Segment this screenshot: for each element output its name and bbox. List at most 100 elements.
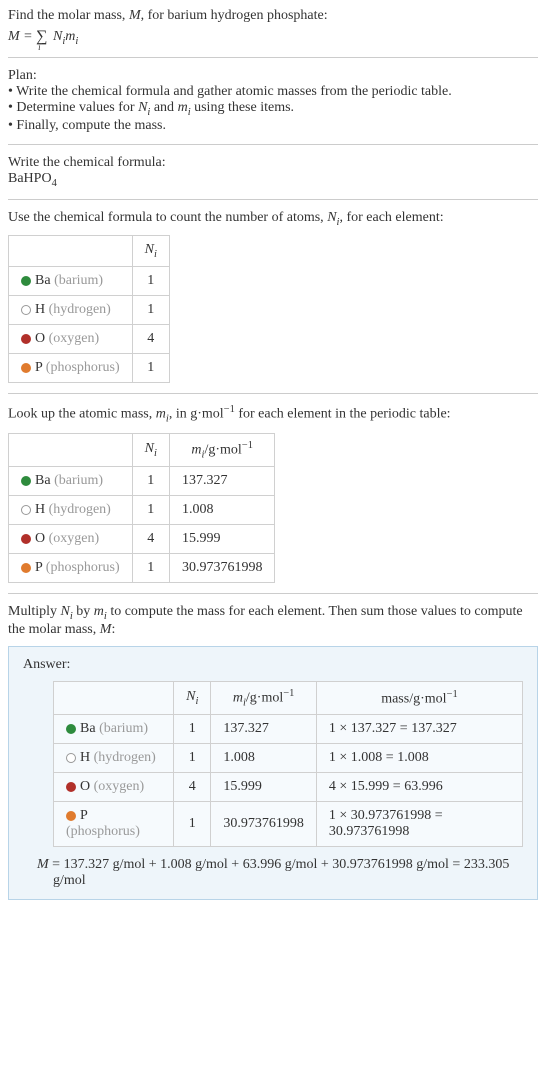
element-name: (barium): [54, 473, 103, 488]
m-value: 30.973761998: [211, 802, 317, 847]
header-Ni: Ni: [132, 236, 169, 267]
table-row: P (phosphorus)1: [9, 354, 170, 383]
eq-Ni: Nimi: [53, 29, 78, 44]
table-row: H (hydrogen)1: [9, 296, 170, 325]
n-value: 4: [174, 773, 211, 802]
element-cell: H (hydrogen): [9, 296, 133, 325]
answer-label: Answer:: [23, 657, 523, 673]
table-row: P (phosphorus)130.9737619981 × 30.973761…: [54, 802, 523, 847]
n-value: 1: [174, 744, 211, 773]
lk-sup: −1: [224, 404, 235, 415]
element-swatch-icon: [21, 334, 31, 344]
count-pre: Use the chemical formula to count the nu…: [8, 210, 327, 225]
count-post: , for each element:: [339, 210, 443, 225]
element-cell: O (oxygen): [9, 525, 133, 554]
amass: mass/g·mol: [381, 691, 446, 706]
b2-mid: and: [150, 100, 177, 115]
element-swatch-icon: [21, 363, 31, 373]
element-swatch-icon: [66, 782, 76, 792]
lookup-section: Look up the atomic mass, mi, in g·mol−1 …: [8, 404, 538, 583]
element-name: (hydrogen): [49, 502, 111, 517]
m-value: 137.327: [211, 715, 317, 744]
element-symbol: P: [80, 808, 87, 823]
element-cell: P (phosphorus): [54, 802, 174, 847]
intro-pre: Find the molar mass,: [8, 8, 129, 23]
separator: [8, 593, 538, 594]
element-cell: Ba (barium): [54, 715, 174, 744]
m-value: 1.008: [211, 744, 317, 773]
plan-bullet-3: • Finally, compute the mass.: [8, 118, 538, 134]
m-value: 15.999: [169, 525, 275, 554]
element-cell: O (oxygen): [54, 773, 174, 802]
table-row: Ba (barium)1137.3271 × 137.327 = 137.327: [54, 715, 523, 744]
table-row: Ba (barium)1137.327: [9, 467, 275, 496]
element-cell: H (hydrogen): [9, 496, 133, 525]
element-swatch-icon: [66, 724, 76, 734]
mass-value: 1 × 1.008 = 1.008: [316, 744, 522, 773]
element-symbol: O: [35, 531, 49, 546]
eq-equals: =: [23, 29, 36, 44]
amasss: −1: [447, 689, 458, 700]
element-symbol: H: [35, 302, 49, 317]
table-header-row: Ni mi/g·mol−1 mass/g·mol−1: [54, 681, 523, 714]
res-eq: = 137.327 g/mol + 1.008 g/mol + 63.996 g…: [49, 857, 510, 888]
mul-N: N: [61, 604, 70, 619]
n-value: 1: [132, 467, 169, 496]
mass-value: 4 × 15.999 = 63.996: [316, 773, 522, 802]
chem-heading: Write the chemical formula:: [8, 155, 538, 171]
element-swatch-icon: [21, 305, 31, 315]
header-mi: mi/g·mol−1: [211, 681, 317, 714]
header-mass: mass/g·mol−1: [316, 681, 522, 714]
table-row: O (oxygen)4: [9, 325, 170, 354]
mass-value: 1 × 137.327 = 137.327: [316, 715, 522, 744]
table-row: H (hydrogen)11.0081 × 1.008 = 1.008: [54, 744, 523, 773]
intro-section: Find the molar mass, M, for barium hydro…: [8, 8, 538, 47]
element-swatch-icon: [66, 811, 76, 821]
eq-m-sub: i: [75, 36, 78, 47]
plan-section: Plan: • Write the chemical formula and g…: [8, 68, 538, 134]
intro-text: Find the molar mass, M, for barium hydro…: [8, 8, 538, 24]
element-symbol: Ba: [35, 473, 54, 488]
n-value: 1: [174, 802, 211, 847]
molar-mass-result: M = 137.327 g/mol + 1.008 g/mol + 63.996…: [53, 857, 523, 889]
count-table: Ni Ba (barium)1H (hydrogen)1O (oxygen)4P…: [8, 235, 170, 383]
n-value: 1: [132, 554, 169, 583]
hN: N: [145, 242, 154, 257]
element-swatch-icon: [21, 505, 31, 515]
separator: [8, 393, 538, 394]
element-symbol: H: [80, 750, 94, 765]
lk-m: m: [156, 407, 166, 422]
eq-M: M: [8, 29, 20, 44]
b2-m: m: [178, 100, 188, 115]
count-heading: Use the chemical formula to count the nu…: [8, 210, 538, 228]
lhN: N: [145, 441, 154, 456]
m-value: 137.327: [169, 467, 275, 496]
separator: [8, 57, 538, 58]
lhm: m: [191, 442, 201, 457]
table-header-row: Ni: [9, 236, 170, 267]
element-cell: P (phosphorus): [9, 554, 133, 583]
m-value: 30.973761998: [169, 554, 275, 583]
element-name: (phosphorus): [46, 360, 120, 375]
m-value: 15.999: [211, 773, 317, 802]
amus: −1: [283, 688, 294, 699]
element-cell: Ba (barium): [9, 467, 133, 496]
header-mi: mi/g·mol−1: [169, 433, 275, 466]
multiply-section: Multiply Ni by mi to compute the mass fo…: [8, 604, 538, 638]
element-swatch-icon: [21, 276, 31, 286]
hNi: i: [154, 249, 157, 260]
n-value: 1: [132, 496, 169, 525]
lhNi: i: [154, 448, 157, 459]
element-swatch-icon: [66, 753, 76, 763]
element-swatch-icon: [21, 476, 31, 486]
element-name: (oxygen): [94, 779, 145, 794]
lookup-table: Ni mi/g·mol−1 Ba (barium)1137.327H (hydr…: [8, 433, 275, 583]
element-name: (hydrogen): [49, 302, 111, 317]
sigma-icon: ∑ i: [36, 28, 47, 46]
separator: [8, 199, 538, 200]
chem-formula-text: BaHPO: [8, 171, 52, 186]
mul-m: m: [94, 604, 104, 619]
table-row: O (oxygen)415.9994 × 15.999 = 63.996: [54, 773, 523, 802]
separator: [8, 144, 538, 145]
mul-pre: Multiply: [8, 604, 61, 619]
